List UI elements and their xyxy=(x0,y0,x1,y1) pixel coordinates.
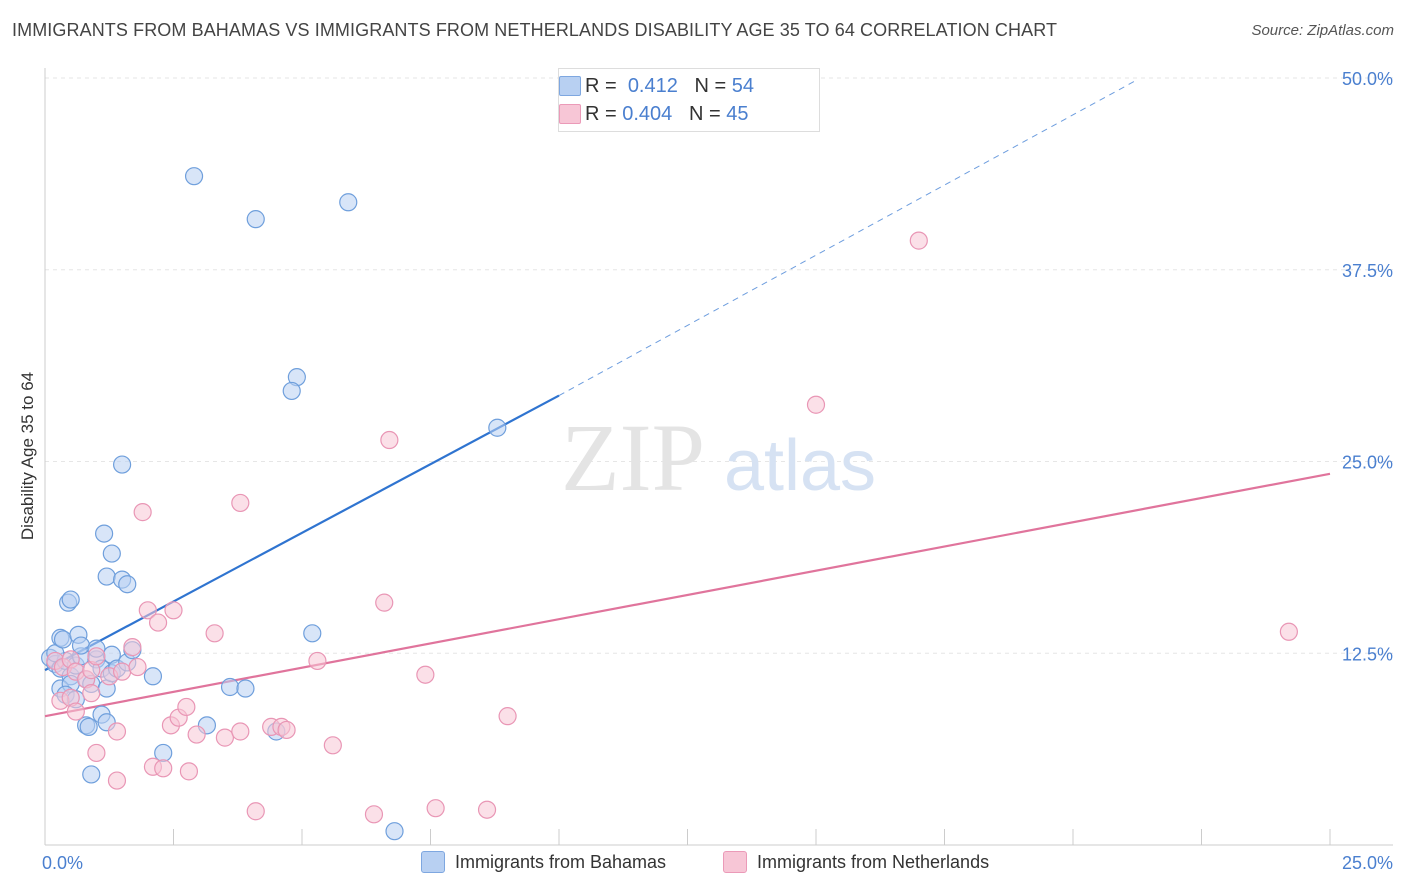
point-bahamas xyxy=(61,590,80,609)
point-netherlands xyxy=(112,662,132,681)
series-swatch-netherlands xyxy=(723,851,747,873)
point-netherlands xyxy=(205,624,224,643)
x-tick-label: 25.0% xyxy=(1342,853,1393,873)
point-netherlands xyxy=(123,638,142,657)
point-bahamas xyxy=(79,717,98,736)
point-netherlands xyxy=(87,647,106,666)
chart-title: IMMIGRANTS FROM BAHAMAS VS IMMIGRANTS FR… xyxy=(12,20,1058,40)
point-bahamas xyxy=(236,679,255,698)
point-netherlands xyxy=(164,601,183,620)
point-bahamas xyxy=(385,822,404,841)
point-netherlands xyxy=(215,728,234,747)
point-netherlands xyxy=(498,707,517,726)
point-bahamas xyxy=(118,575,137,594)
point-bahamas xyxy=(53,630,73,649)
point-netherlands xyxy=(1279,622,1298,641)
point-netherlands xyxy=(138,601,157,620)
point-netherlands xyxy=(323,736,342,755)
point-netherlands xyxy=(231,722,250,741)
x-tick-label: 0.0% xyxy=(42,853,83,873)
y-tick-label: 12.5% xyxy=(1342,644,1393,664)
point-netherlands xyxy=(477,800,497,819)
point-bahamas xyxy=(220,677,240,697)
point-netherlands xyxy=(128,657,147,677)
point-bahamas xyxy=(95,524,114,543)
point-netherlands xyxy=(231,493,250,513)
legend-row-netherlands: R = 0.404 N = 45 xyxy=(559,101,749,127)
legend-n-label: N = xyxy=(688,102,721,125)
legend-row-bahamas: R = 0.412 N = 54 xyxy=(559,73,755,99)
tick-labels: 12.5% 25.0% 37.5% 50.0% 0.0% 25.0% xyxy=(42,69,1393,873)
point-netherlands xyxy=(82,684,101,703)
legend-n-value: 54 xyxy=(731,74,755,97)
legend-n-value: 45 xyxy=(726,102,749,125)
point-netherlands xyxy=(154,759,173,778)
point-netherlands xyxy=(277,720,296,740)
point-bahamas xyxy=(184,167,204,186)
point-netherlands xyxy=(426,799,445,818)
point-netherlands xyxy=(375,593,394,612)
series-label-bahamas: Immigrants from Bahamas xyxy=(455,851,667,872)
source-credit: Source: ZipAtlas.com xyxy=(1251,22,1394,39)
point-bahamas xyxy=(97,567,116,586)
point-bahamas xyxy=(112,455,132,474)
legend-r-label: R = xyxy=(585,102,617,125)
point-bahamas xyxy=(82,765,101,784)
point-netherlands xyxy=(133,503,152,522)
point-bahamas xyxy=(246,210,265,229)
point-netherlands xyxy=(416,665,435,684)
point-bahamas xyxy=(143,667,163,686)
data-points xyxy=(41,167,1298,841)
point-netherlands xyxy=(909,231,928,250)
point-bahamas xyxy=(339,193,358,212)
series-legend-netherlands: Immigrants from Netherlands xyxy=(723,851,989,873)
point-netherlands xyxy=(187,725,206,744)
point-netherlands xyxy=(66,702,85,721)
point-netherlands xyxy=(148,613,168,632)
y-tick-label: 25.0% xyxy=(1342,453,1393,473)
y-axis-label: Disability Age 35 to 64 xyxy=(18,371,37,541)
trend-line-bahamas xyxy=(44,394,560,672)
point-bahamas xyxy=(303,624,322,643)
legend-r-value: 0.412 xyxy=(627,74,678,97)
legend-swatch-netherlands xyxy=(559,104,581,124)
point-netherlands xyxy=(364,805,384,824)
series-label-netherlands: Immigrants from Netherlands xyxy=(757,851,990,872)
point-netherlands xyxy=(380,430,399,450)
grid-lines xyxy=(45,77,1393,654)
legend-r-value: 0.404 xyxy=(622,102,673,125)
point-bahamas xyxy=(488,418,507,437)
y-tick-label: 37.5% xyxy=(1342,261,1393,281)
watermark: ZIP atlas xyxy=(561,404,876,511)
point-netherlands xyxy=(177,697,196,717)
point-bahamas xyxy=(282,381,301,401)
point-netherlands xyxy=(308,651,327,671)
point-netherlands xyxy=(246,802,265,821)
point-netherlands xyxy=(87,743,106,763)
legend-r-label: R = xyxy=(585,74,617,97)
legend-n-label: N = xyxy=(694,74,727,97)
series-legend-bahamas: Immigrants from Bahamas xyxy=(421,851,666,873)
trend-lines xyxy=(44,80,1331,718)
point-netherlands xyxy=(179,762,199,781)
series-swatch-bahamas xyxy=(421,851,445,873)
trend-line-netherlands xyxy=(44,472,1331,718)
y-tick-label: 50.0% xyxy=(1342,69,1393,89)
watermark-zip: ZIP xyxy=(561,404,705,511)
legend-swatch-bahamas xyxy=(559,76,581,96)
point-netherlands xyxy=(107,771,127,790)
watermark-atlas: atlas xyxy=(724,426,876,506)
point-bahamas xyxy=(102,544,121,563)
point-netherlands xyxy=(806,395,826,414)
correlation-legend: R = 0.412 N = 54 R = 0.404 N = 45 xyxy=(558,68,820,132)
point-netherlands xyxy=(107,722,127,741)
